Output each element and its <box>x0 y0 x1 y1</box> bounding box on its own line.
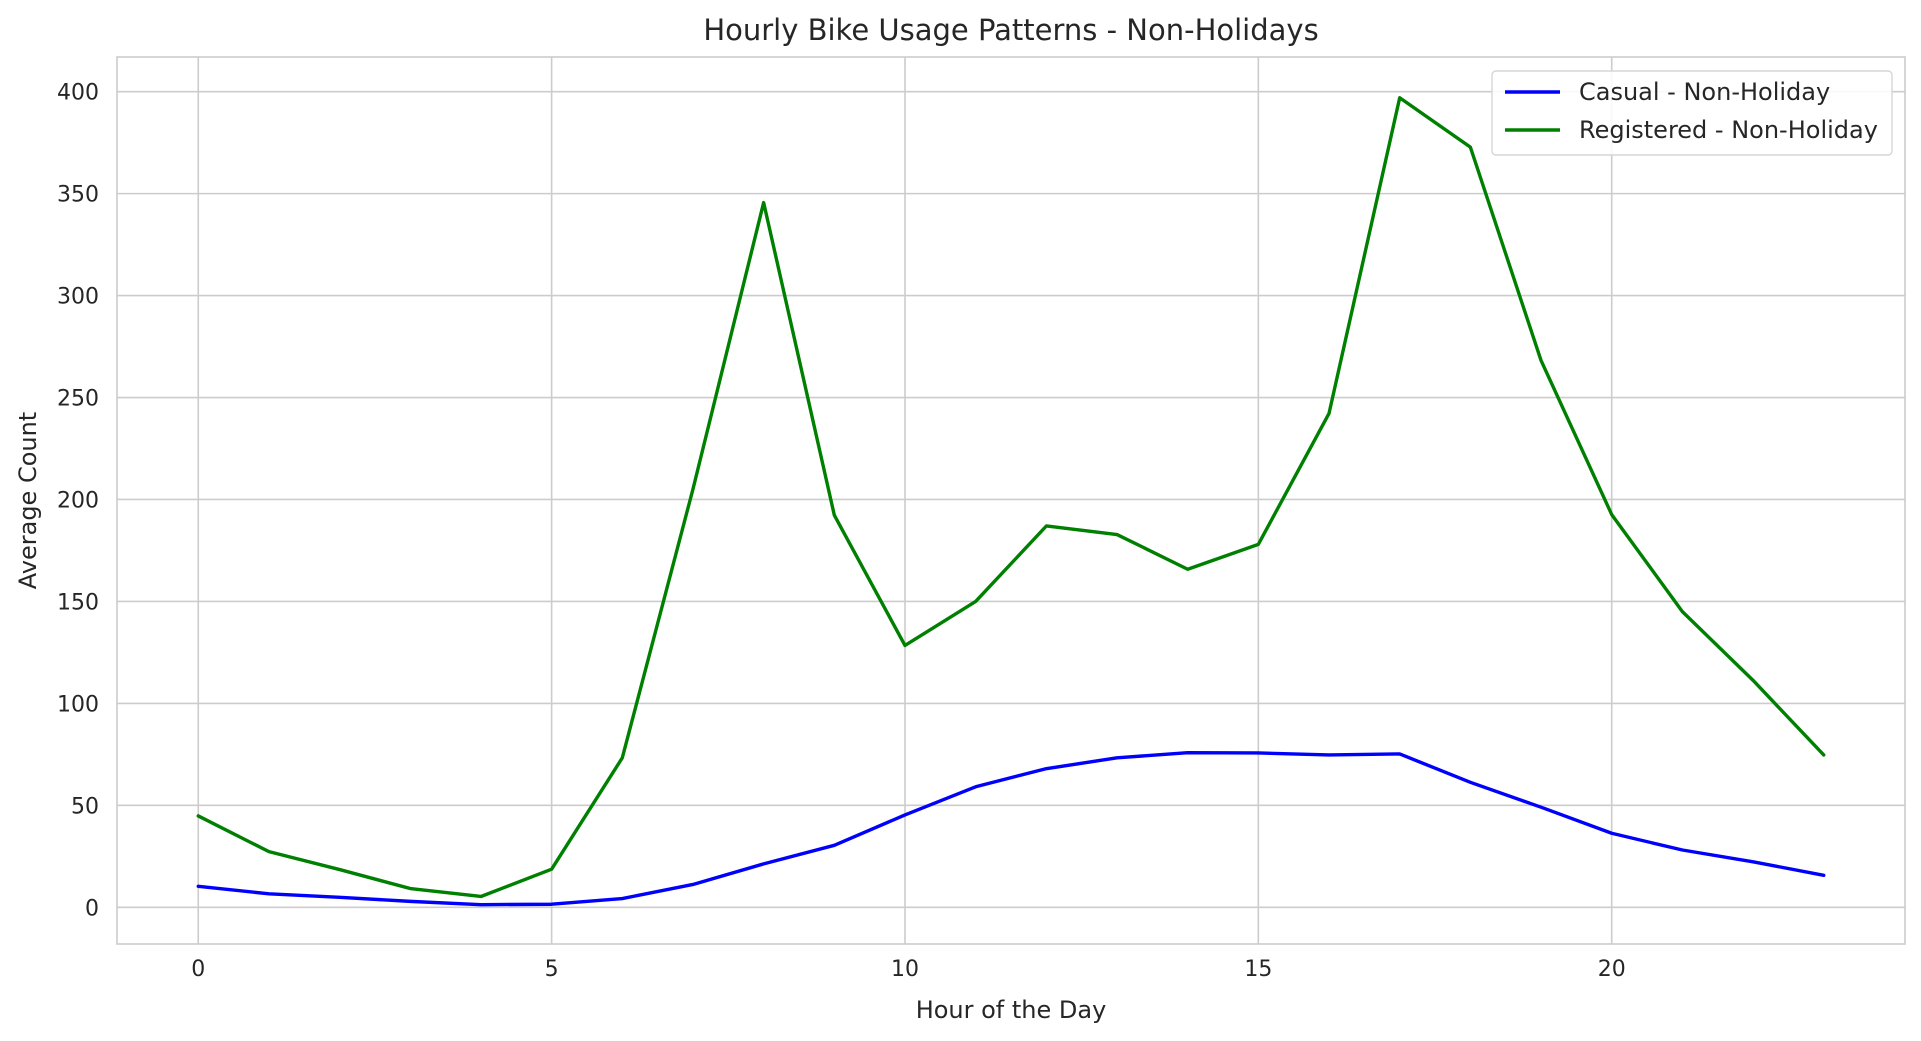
series-line-casual <box>196 751 1826 907</box>
x-tick-label: 15 <box>1244 957 1272 982</box>
series-line-registered <box>196 96 1826 899</box>
y-tick-label: 200 <box>57 488 99 513</box>
x-tick-label: 5 <box>545 957 559 982</box>
x-tick-label: 0 <box>191 957 205 982</box>
x-axis-label: Hour of the Day <box>916 996 1107 1024</box>
legend-label-registered: Registered - Non-Holiday <box>1579 116 1878 144</box>
plot-area-frame <box>116 56 1906 945</box>
y-tick-label: 250 <box>57 387 99 412</box>
y-tick-label: 350 <box>57 183 99 208</box>
chart-title: Hourly Bike Usage Patterns - Non-Holiday… <box>703 13 1318 47</box>
y-tick-label: 400 <box>57 81 99 106</box>
y-axis-label: Average Count <box>14 412 42 589</box>
series-layer <box>196 96 1826 907</box>
y-tick-label: 0 <box>85 896 99 921</box>
x-tick-label: 20 <box>1598 957 1626 982</box>
legend-box <box>1491 70 1893 156</box>
legend: Casual - Non-Holiday Registered - Non-Ho… <box>1491 70 1893 156</box>
y-tick-label: 150 <box>57 590 99 615</box>
y-tick-label: 100 <box>57 692 99 717</box>
x-tick-label: 10 <box>891 957 919 982</box>
legend-label-casual: Casual - Non-Holiday <box>1579 78 1830 106</box>
y-tick-label: 50 <box>71 794 99 819</box>
y-tick-label: 300 <box>57 285 99 310</box>
